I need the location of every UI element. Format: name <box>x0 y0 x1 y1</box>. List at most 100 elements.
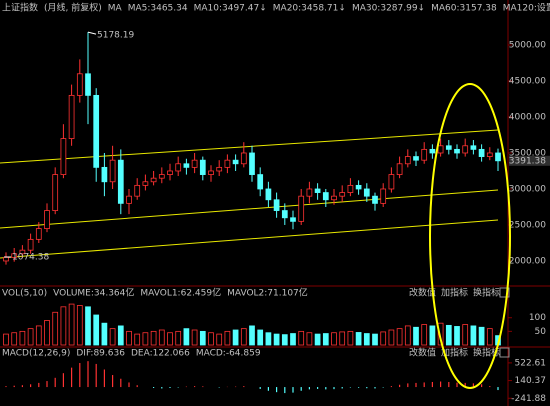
candle-body <box>60 138 67 175</box>
candle-body <box>265 188 272 201</box>
candle-body <box>191 159 198 168</box>
volume-bar <box>76 305 83 346</box>
candle-body <box>183 163 190 168</box>
volume-bar <box>167 332 173 346</box>
volume-bar <box>158 329 165 346</box>
peak-label: 5178.19 <box>97 31 134 41</box>
candle-body <box>454 148 460 154</box>
candle-body <box>429 148 436 154</box>
candle-body <box>355 184 362 190</box>
toolbar-button[interactable]: 改数值 <box>409 347 436 359</box>
close-button[interactable] <box>499 347 510 358</box>
volume-bar <box>3 333 9 346</box>
volume-bar <box>421 324 428 346</box>
volume-bar <box>117 325 124 346</box>
y-tick-label: -241.88 <box>511 394 546 404</box>
volume-bar <box>257 329 264 346</box>
volume-bar <box>240 328 247 346</box>
legend-entry: DIF:89.636 <box>76 349 125 359</box>
last-price-label: 3391.38 <box>509 156 546 166</box>
volume-bar <box>355 332 362 346</box>
legend-entry: MA20:3458.71↓ <box>273 4 346 14</box>
candle-body <box>298 195 305 222</box>
toolbar-button[interactable]: 换指标 <box>473 347 500 359</box>
y-tick-label: 4500.00 <box>509 76 546 86</box>
candle-body <box>437 145 444 154</box>
y-tick-label: 3000.00 <box>509 184 546 194</box>
volume-bar <box>199 330 206 346</box>
candle-body <box>257 174 264 190</box>
volume-bar <box>486 328 493 346</box>
candle-body <box>388 174 395 190</box>
y-tick-label: 4000.00 <box>509 112 546 122</box>
legend-entry: VOLUME:34.364亿 <box>53 287 134 299</box>
y-tick-label: 140.37 <box>515 376 547 386</box>
candle-body <box>216 166 223 172</box>
y-tick-label: 50 <box>535 327 547 337</box>
volume-bar <box>478 326 485 346</box>
candle-body <box>167 170 173 175</box>
legend-entry: MACD:-64.859 <box>196 349 261 359</box>
volume-bar <box>265 332 272 346</box>
legend-entry: MAVOL2:71.107亿 <box>227 287 308 299</box>
trendline <box>0 189 499 229</box>
candle-body <box>19 249 26 255</box>
toolbar-button[interactable]: 加指标 <box>441 347 468 359</box>
volume-bar <box>290 333 296 346</box>
candle-body <box>126 195 132 204</box>
volume-bar <box>19 330 26 346</box>
last-price-box <box>509 155 550 166</box>
volume-bar <box>191 329 198 346</box>
candle-body <box>117 159 124 204</box>
volume-bar <box>60 306 67 346</box>
legend-entry: MA120:设置均线 <box>503 2 550 14</box>
volume-bar <box>281 334 288 346</box>
y-tick-label: 3500.00 <box>509 148 546 158</box>
legend-title: MA <box>108 4 123 14</box>
volume-bar <box>437 322 444 346</box>
candle-body <box>421 148 428 161</box>
volume-bar <box>175 330 182 346</box>
volume-bar <box>150 330 157 346</box>
legend-entry: DEA:122.066 <box>131 349 190 359</box>
candle-body <box>396 163 403 175</box>
candle-body <box>3 256 9 262</box>
volume-bar <box>470 325 477 346</box>
candle-body <box>35 228 42 240</box>
toolbar-button[interactable]: 改数值 <box>409 287 436 299</box>
close-button[interactable] <box>499 287 510 298</box>
y-tick-label: 2500.00 <box>509 220 546 230</box>
candle-body <box>11 253 18 258</box>
volume-bar <box>68 303 75 346</box>
candle-body <box>44 210 50 229</box>
trendline <box>0 129 499 164</box>
candle-body <box>478 148 485 157</box>
volume-bar <box>454 326 460 346</box>
y-tick-label: 2000.00 <box>509 256 546 266</box>
candle-body <box>175 163 182 172</box>
candle-body <box>306 188 313 197</box>
volume-bar <box>339 331 346 346</box>
volume-bar <box>27 328 34 346</box>
candle-body <box>486 152 493 157</box>
volume-bar <box>232 329 239 346</box>
volume-bar <box>331 332 337 346</box>
candle-body <box>109 159 116 183</box>
volume-bar <box>347 330 354 346</box>
panel-subtitle: (月线, 前复权) <box>44 2 102 14</box>
candle-body <box>93 94 100 168</box>
volume-bar <box>388 329 395 346</box>
toolbar-button[interactable]: 加指标 <box>441 287 468 299</box>
candle-body <box>101 166 108 183</box>
candle-body <box>85 73 91 96</box>
volume-bar <box>44 320 50 346</box>
candle-body <box>273 199 280 211</box>
panel-title: MACD(12,26,9) <box>2 349 70 359</box>
toolbar-button[interactable]: 换指标 <box>473 287 500 299</box>
candle-body <box>347 184 354 193</box>
candle-body <box>52 174 59 211</box>
volume-bar <box>249 325 255 346</box>
